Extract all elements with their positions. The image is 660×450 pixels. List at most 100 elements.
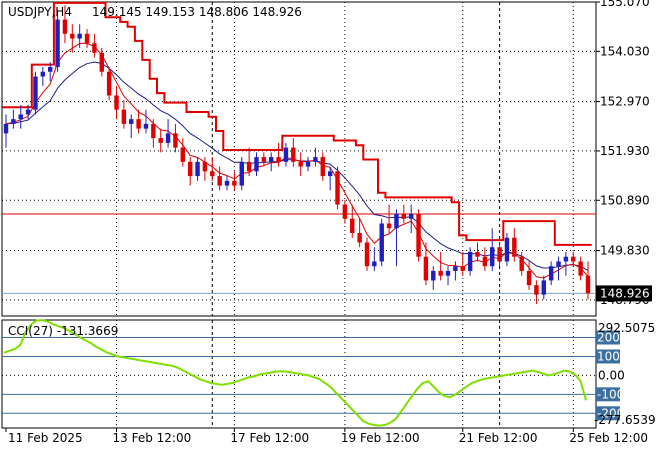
candle-body — [99, 52, 104, 72]
y-tick-label: 152.970 — [600, 95, 650, 109]
candle-body — [364, 242, 370, 267]
candle-body — [114, 95, 119, 110]
candle-body — [276, 157, 281, 162]
candle-body — [504, 237, 510, 262]
candle-body — [534, 285, 539, 295]
candle-body — [106, 71, 112, 96]
y-tick-label: 154.030 — [600, 44, 650, 58]
candle-body — [195, 161, 200, 177]
current-price-label: 148.926 — [600, 286, 650, 300]
candle-body — [394, 214, 399, 229]
candle-body — [578, 261, 583, 276]
candle-body — [490, 247, 495, 267]
cci-level-label: 200 — [597, 331, 620, 345]
candle-body — [173, 133, 178, 148]
candle-body — [129, 119, 134, 124]
cci-level-label: -100 — [597, 387, 624, 401]
candle-body — [246, 161, 252, 172]
candle-body — [261, 157, 267, 162]
cci-level-tag — [596, 406, 620, 421]
candle-body — [548, 266, 554, 281]
candle-body — [136, 119, 141, 129]
price-pane-frame — [1, 1, 597, 317]
candle-body — [33, 76, 38, 110]
candle-body — [467, 251, 473, 271]
cci-level-label: -200 — [597, 406, 624, 420]
candle-body — [541, 280, 547, 295]
candle-body — [556, 261, 561, 267]
candle-body — [11, 119, 16, 124]
candle-body — [571, 256, 576, 262]
candle-body — [401, 214, 407, 219]
candle-body — [143, 123, 149, 129]
candle-body — [3, 123, 9, 134]
candle-body — [342, 204, 348, 219]
candle-body — [180, 147, 186, 162]
candle-body — [202, 161, 208, 172]
y-tick-label: 150.890 — [600, 193, 650, 207]
candle-body — [62, 19, 68, 34]
candle-body — [445, 270, 451, 276]
cci-bottom-label: -277.6539 — [594, 413, 656, 427]
candle-body — [386, 223, 392, 229]
price-pane: 155.070 154.030 152.970 151.930 150.890 149.8… — [1, 0, 652, 317]
candle-body — [217, 176, 222, 186]
candle-body — [305, 161, 311, 167]
cci-level-tag — [596, 387, 620, 402]
candle-body — [77, 33, 82, 39]
cci-level-label: 0.00 — [598, 368, 625, 382]
candle-body — [313, 157, 318, 162]
candle-body — [187, 161, 193, 177]
candle-body — [335, 171, 340, 205]
candle-body — [431, 270, 436, 281]
candle-body — [408, 214, 414, 219]
candle-body — [291, 147, 296, 162]
x-tick-label: 19 Feb 12:00 — [341, 431, 420, 445]
current-price-tag — [596, 285, 652, 302]
candle-body — [224, 180, 230, 186]
candle-body — [121, 109, 127, 124]
candle-body — [482, 256, 488, 267]
cci-level-label: 100 — [597, 349, 620, 363]
cci-pane: 200 100 0.00 -100 -200 292.5075 -277.6539 — [1, 319, 656, 429]
candle-body — [327, 171, 333, 177]
cci-level-tag — [596, 330, 620, 345]
candle-body — [453, 266, 458, 271]
candle-body — [165, 133, 171, 143]
candle-body — [70, 33, 75, 39]
candle-body — [25, 109, 31, 115]
candle-body — [239, 161, 244, 186]
x-tick-label: 21 Feb 12:00 — [459, 431, 538, 445]
x-tick-label: 17 Feb 12:00 — [230, 431, 309, 445]
candle-body — [585, 275, 591, 294]
candle-body — [92, 43, 97, 53]
cci-level-tag — [596, 349, 620, 364]
candle-body — [519, 256, 524, 271]
chart-symbol: USDJPY,H4 — [8, 5, 72, 19]
time-axis: 11 Feb 2025 13 Feb 12:00 17 Feb 12:00 19 Fe… — [5, 428, 648, 445]
candle-body — [55, 19, 60, 67]
cci-pane-frame — [1, 319, 597, 429]
trailing-stop-line — [2, 1, 592, 246]
candle-body — [18, 114, 23, 120]
y-tick-label: 155.070 — [600, 0, 650, 9]
candle-body — [298, 161, 303, 167]
candle-body — [283, 147, 289, 162]
candle-body — [47, 66, 53, 72]
candle-body — [269, 157, 274, 162]
x-tick-label: 13 Feb 12:00 — [113, 431, 192, 445]
candle-body — [350, 218, 355, 233]
y-tick-label: 149.830 — [600, 244, 650, 258]
candle-body — [84, 33, 90, 44]
x-tick-label: 11 Feb 2025 — [8, 431, 83, 445]
chart-ohlc: 149.145 149.153 148.806 148.926 — [92, 5, 302, 19]
cci-title: CCI(27) -131.3669 — [8, 324, 118, 338]
cci-top-label: 292.5075 — [598, 321, 655, 335]
candle-body — [460, 266, 465, 271]
candle-body — [497, 247, 502, 262]
cci-line — [3, 319, 587, 427]
candle-body — [512, 237, 517, 257]
candle-body — [372, 261, 377, 267]
candle-body — [232, 180, 237, 186]
candle-body — [423, 256, 429, 281]
